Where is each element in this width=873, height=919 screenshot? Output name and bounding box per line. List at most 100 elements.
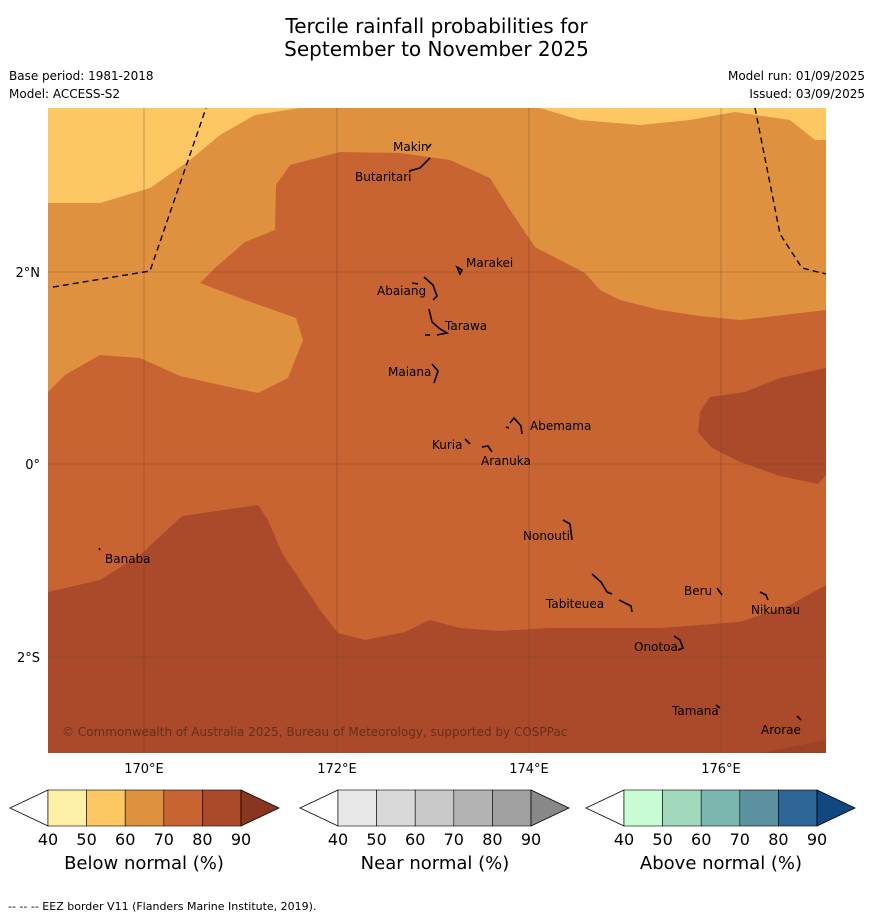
label-tamana: Tamana [671, 704, 719, 718]
island-banaba [98, 547, 101, 551]
copyright-notice: © Commonwealth of Australia 2025, Bureau… [62, 725, 567, 739]
colorbar-segment [662, 789, 702, 827]
lat-label-2s: 2°S [17, 651, 40, 666]
colorbar-extend-high [816, 789, 856, 827]
chart-title-line2: September to November 2025 [284, 37, 589, 61]
probability-regions [48, 108, 826, 753]
colorbar-tick-label: 70 [444, 830, 464, 849]
colorbar-segment [124, 789, 165, 827]
label-marakei: Marakei [466, 256, 513, 270]
colorbar-tick-label: 80 [482, 830, 502, 849]
colorbar-segment [376, 789, 416, 827]
colorbar-tick-label: 80 [768, 830, 788, 849]
colorbar-tick-label: 40 [38, 830, 58, 849]
colorbar-below-label: Below normal (%) [64, 853, 224, 874]
colorbar-extend-low [585, 789, 625, 827]
island-abaiang [423, 276, 438, 301]
colorbar-tick-label: 80 [192, 830, 212, 849]
label-abaiang: Abaiang [377, 284, 426, 298]
colorbar-tick-label: 50 [366, 830, 386, 849]
colorbar-tick-label: 50 [76, 830, 96, 849]
label-beru: Beru [684, 584, 712, 598]
label-abemama: Abemama [530, 419, 591, 433]
label-nonouti: Nonouti [523, 529, 570, 543]
lon-label-170: 170°E [124, 762, 164, 777]
island-tarawa [428, 308, 450, 336]
colorbar-segment [202, 789, 242, 827]
islands [98, 143, 802, 721]
colorbar-tick-label: 60 [691, 830, 711, 849]
colorbar-extend-high [530, 789, 570, 827]
colorbar-tick-label: 60 [405, 830, 425, 849]
colorbar-segment [700, 789, 741, 827]
chart-title-line1: Tercile rainfall probabilities for [285, 14, 588, 38]
colorbar-segment [453, 789, 493, 827]
island-butaritari [408, 157, 431, 172]
colorbar-tick-label: 60 [115, 830, 135, 849]
island-makin [427, 143, 432, 149]
island-onotoa [673, 635, 685, 651]
island-beru [716, 587, 723, 596]
island-aranuka [481, 445, 493, 453]
colorbar-tick-label: 40 [614, 830, 634, 849]
lon-label-174: 174°E [509, 762, 549, 777]
island-nikunau [759, 591, 769, 601]
island-nonouti [562, 519, 573, 541]
colorbar-extend-high [240, 789, 280, 827]
island-labels: Makin Butaritari Marakei Abaiang Tarawa … [105, 140, 801, 737]
colorbar-tick-label: 90 [231, 830, 251, 849]
island-kuria [464, 438, 471, 445]
colorbar-tick-label: 70 [154, 830, 174, 849]
model-name: Model: ACCESS-S2 [9, 87, 121, 101]
colorbar-extend-low [299, 789, 339, 827]
colorbar-tick-label: 50 [652, 830, 672, 849]
colorbar-segment [86, 789, 126, 827]
colorbar-segment [163, 789, 203, 827]
colorbar-segment [47, 789, 87, 827]
colorbar-tick-label: 90 [807, 830, 827, 849]
label-tabiteuea: Tabiteuea [545, 597, 604, 611]
colorbar-segment [337, 789, 377, 827]
region-80-90-east [698, 368, 826, 484]
label-banaba: Banaba [105, 552, 151, 566]
colorbar-above-label: Above normal (%) [639, 853, 803, 874]
colorbar-tick-label: 70 [730, 830, 750, 849]
base-period: Base period: 1981-2018 [9, 69, 154, 83]
lat-label-0: 0° [25, 458, 40, 473]
island-tamana [715, 704, 721, 709]
graticule [48, 108, 826, 753]
island-tabiteuea-south [618, 599, 633, 613]
eez-border [52, 107, 827, 288]
label-butaritari: Butaritari [355, 170, 412, 184]
model-run: Model run: 01/09/2025 [727, 69, 865, 83]
longitude-labels: 170°E 172°E 174°E 176°E [124, 762, 741, 777]
latitude-labels: 2°N 0° 2°S [16, 266, 41, 666]
lat-label-2n: 2°N [16, 266, 41, 281]
island-maiana [431, 363, 439, 384]
island-abemama-west [505, 426, 510, 429]
eez-border-west [52, 107, 207, 288]
island-marakei [455, 265, 464, 276]
label-kuria: Kuria [432, 438, 463, 452]
lon-label-172: 172°E [317, 762, 357, 777]
colorbar-near-label: Near normal (%) [360, 853, 510, 874]
colorbar-segment [623, 789, 663, 827]
label-nikunau: Nikunau [751, 603, 800, 617]
island-abaiang-west [411, 282, 419, 285]
label-maiana: Maiana [388, 365, 431, 379]
label-tarawa: Tarawa [444, 319, 487, 333]
eez-footnote: -- -- -- EEZ border V11 (Flanders Marine… [8, 900, 317, 913]
label-onotoa: Onotoa [634, 640, 678, 654]
issued-date: Issued: 03/09/2025 [749, 87, 865, 101]
label-aranuka: Aranuka [481, 454, 531, 468]
lon-label-176: 176°E [701, 762, 741, 777]
island-arorae [796, 715, 802, 721]
colorbar-tick-label: 90 [521, 830, 541, 849]
colorbar-segment [739, 789, 779, 827]
island-tabiteuea [591, 573, 613, 595]
region-dark-bottom [760, 740, 826, 753]
colorbars: 40 50 60 70 80 90 40 50 60 70 80 90 40 50 60 70 80 90 [9, 789, 856, 849]
eez-border-east [754, 107, 827, 275]
colorbar-segment [778, 789, 818, 827]
